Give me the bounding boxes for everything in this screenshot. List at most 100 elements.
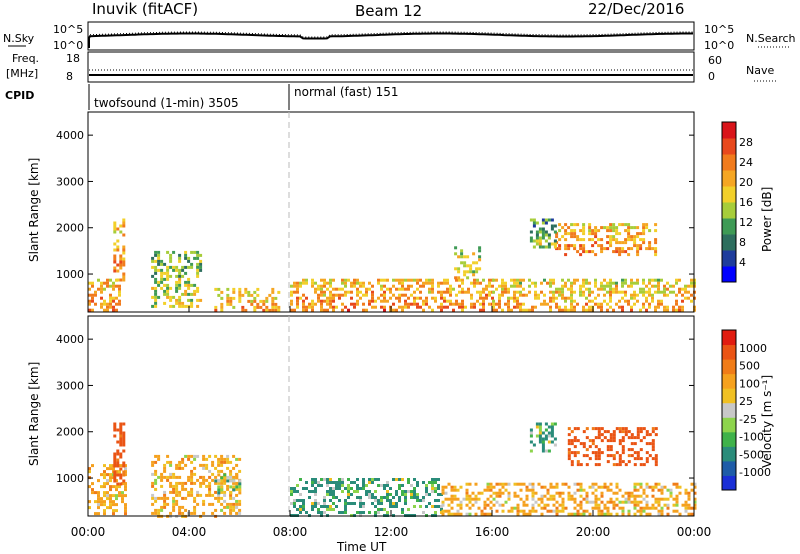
heatmap-cell <box>314 287 317 291</box>
heatmap-cell <box>238 488 242 492</box>
heatmap-cell <box>633 463 637 467</box>
heatmap-cell <box>513 284 516 288</box>
heatmap-cell <box>226 299 230 303</box>
colorbar-swatch <box>722 122 736 139</box>
heatmap-cell <box>450 512 454 516</box>
heatmap-cell <box>118 299 121 303</box>
heatmap-cell <box>567 427 571 431</box>
heatmap-cell <box>492 485 496 489</box>
heatmap-cell <box>471 497 475 501</box>
heatmap-cell <box>377 478 380 481</box>
heatmap-cell <box>160 508 164 512</box>
heatmap-cell <box>116 278 120 282</box>
heatmap-cell <box>663 290 666 294</box>
y-tick-label: 3000 <box>56 175 84 188</box>
heatmap-cell <box>335 496 338 499</box>
heatmap-cell <box>175 283 179 287</box>
heatmap-cell <box>190 481 194 485</box>
heatmap-cell <box>482 299 485 303</box>
heatmap-cell <box>535 425 539 429</box>
heatmap-cell <box>651 448 655 452</box>
heatmap-cell <box>594 494 598 498</box>
heatmap-cell <box>576 223 580 227</box>
heatmap-cell <box>531 497 535 501</box>
heatmap-cell <box>362 511 365 514</box>
heatmap-cell <box>450 488 454 492</box>
heatmap-cell <box>440 305 443 309</box>
heatmap-cell <box>163 475 167 479</box>
heatmap-cell <box>633 235 637 239</box>
heatmap-cell <box>314 505 317 508</box>
heatmap-cell <box>519 302 522 306</box>
heatmap-cell <box>293 490 296 493</box>
heatmap-cell <box>482 287 485 291</box>
heatmap-cell <box>579 463 583 467</box>
heatmap-cell <box>344 511 347 514</box>
heatmap-cell <box>612 500 616 504</box>
heatmap-cell <box>461 278 464 282</box>
heatmap-cell <box>166 265 170 269</box>
heatmap-cell <box>600 491 604 495</box>
heatmap-cell <box>660 512 664 516</box>
heatmap-cell <box>541 227 545 231</box>
heatmap-cell <box>293 284 296 288</box>
heatmap-cell <box>651 439 655 443</box>
heatmap-cell <box>648 241 652 245</box>
heatmap-cell <box>401 493 404 496</box>
heatmap-cell <box>151 484 155 488</box>
heatmap-cell <box>217 473 221 477</box>
heatmap-cell <box>591 506 595 510</box>
heatmap-cell <box>311 305 314 309</box>
heatmap-cell <box>597 244 601 248</box>
heatmap-cell <box>116 245 120 249</box>
power-colorbar-label: Power [dB] <box>760 187 774 252</box>
heatmap-cell <box>175 274 179 278</box>
heatmap-cell <box>386 496 389 499</box>
heatmap-cell <box>157 454 161 458</box>
heatmap-cell <box>329 296 332 300</box>
heatmap-cell <box>395 308 398 312</box>
heatmap-cell <box>253 299 257 303</box>
heatmap-cell <box>651 503 655 507</box>
heatmap-cell <box>344 502 347 505</box>
heatmap-cell <box>187 265 191 269</box>
heatmap-cell <box>293 502 296 505</box>
nsearch-tick-bottom: 10^0 <box>704 39 734 52</box>
colorbar-swatch <box>722 446 736 462</box>
heatmap-cell <box>220 454 224 458</box>
heatmap-cell <box>597 512 601 516</box>
heatmap-cell <box>473 281 476 285</box>
heatmap-cell <box>250 302 254 306</box>
heatmap-cell <box>609 488 613 492</box>
heatmap-cell <box>687 494 691 498</box>
colorbar-swatch <box>722 250 736 267</box>
heatmap-cell <box>540 290 543 294</box>
heatmap-cell <box>407 287 410 291</box>
heatmap-cell <box>675 299 678 303</box>
heatmap-cell <box>461 302 464 306</box>
heatmap-cell <box>395 478 398 481</box>
heatmap-cell <box>374 299 377 303</box>
heatmap-cell <box>576 463 580 467</box>
heatmap-cell <box>591 229 595 233</box>
heatmap-cell <box>383 496 386 499</box>
heatmap-cell <box>627 500 631 504</box>
heatmap-cell <box>296 290 299 294</box>
heatmap-cell <box>193 289 197 293</box>
heatmap-cell <box>431 487 434 490</box>
heatmap-cell <box>226 460 230 464</box>
heatmap-cell <box>452 287 455 291</box>
heatmap-cell <box>109 506 112 510</box>
heatmap-cell <box>538 242 542 246</box>
heatmap-cell <box>196 286 200 290</box>
heatmap-cell <box>238 502 242 506</box>
heatmap-cell <box>359 290 362 294</box>
heatmap-cell <box>100 503 103 507</box>
heatmap-cell <box>262 302 266 306</box>
heatmap-cell <box>97 491 100 495</box>
heatmap-cell <box>633 497 637 501</box>
heatmap-cell <box>166 460 170 464</box>
heatmap-cell <box>109 500 112 504</box>
heatmap-cell <box>326 484 329 487</box>
heatmap-cell <box>609 305 612 309</box>
